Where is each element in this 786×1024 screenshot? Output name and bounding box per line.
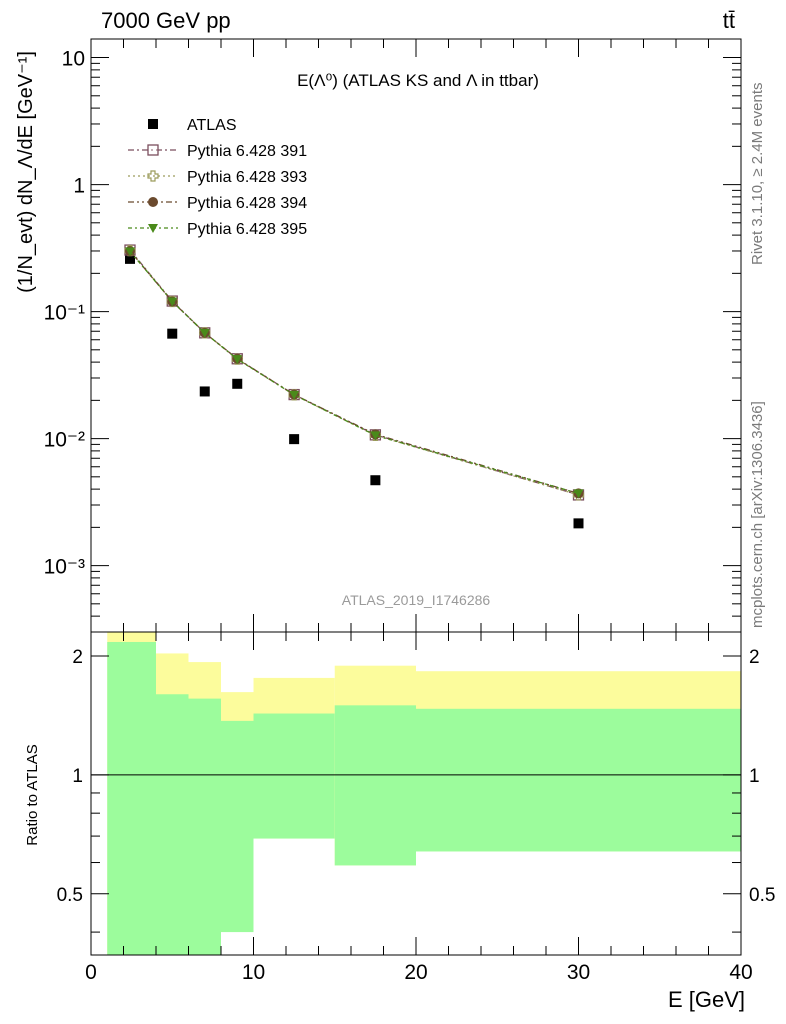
atlas-point [370,475,381,486]
legend-label: Pythia 6.428 394 [187,195,307,212]
series-2 [124,245,585,501]
green-band-5 [334,705,416,866]
series-0 [125,253,584,529]
atlas-point [289,434,300,445]
series-line [129,250,579,495]
series-1 [124,244,585,501]
series-4 [125,247,584,499]
side-label-lower: mcplots.cern.ch [arXiv:1306.3436] [749,401,766,628]
green-band-0 [107,641,156,955]
x-tick-label: 30 [567,961,590,984]
ratio-tick-label-left: 2 [72,647,83,668]
ratio-series-point [289,639,299,648]
green-band-3 [221,720,254,955]
legend-label: Pythia 6.428 393 [187,169,307,186]
legend-marker [148,197,158,207]
series-line [129,249,579,496]
uncertainty-bands [91,632,741,955]
side-label-upper: Rivet 3.1.10, ≥ 2.4M events [749,83,766,266]
ratio-series-point [370,637,380,647]
ratio-tick-label-right: 1 [749,766,760,787]
legend-label: ATLAS [187,117,237,134]
band-gap-3 [221,932,254,955]
x-axis-label: E [GeV] [668,987,745,1012]
x-tick-label: 10 [242,961,265,984]
atlas-point [199,386,210,397]
x-tick-label: 0 [85,961,97,984]
x-tick-label: 40 [729,961,752,984]
main-y-tick-label: 10⁻² [44,429,85,452]
series-point [199,328,210,338]
ratio-tick-label-right: 0.5 [749,885,775,906]
header-right: tt̄ [723,8,735,33]
series-line [129,250,579,495]
series-3 [125,245,584,499]
green-band-6 [416,708,741,852]
ratio-series-point [370,634,380,644]
ratio-y-axis-label: Ratio to ATLAS [24,744,41,845]
main-y-ticks: 10 1 10⁻¹ 10⁻² 10⁻³ [44,48,741,633]
ratio-y-ticks: 0.5 0.5 1 1 2 2 [57,647,775,933]
ratio-tick-label-left: 0.5 [57,885,83,906]
legend-label: Pythia 6.428 395 [187,221,307,238]
atlas-point [232,378,243,389]
ratio-tick-label-left: 1 [72,766,83,787]
series-point [370,431,381,441]
legend-marker [148,119,158,129]
ratio-series-point [289,637,299,647]
green-band-1 [156,694,189,955]
main-y-tick-label: 1 [73,175,85,198]
series-point [573,489,584,499]
ratio-series-point [370,636,380,646]
green-band-2 [188,698,221,955]
atlas-point [125,253,135,264]
legend-marker [148,224,158,233]
legend: ATLAS Pythia 6.428 391 Pythia 6.428 393 Pyt… [128,117,307,238]
watermark: ATLAS_2019_I1746286 [342,592,491,608]
legend-marker [147,170,159,182]
ratio-tick-label-right: 2 [749,647,760,668]
ratio-series-point [289,636,299,646]
x-ticks: 0 10 20 30 40 [85,39,753,984]
legend-label: Pythia 6.428 391 [187,143,307,160]
atlas-point [167,328,178,339]
main-y-tick-label: 10⁻³ [44,556,85,579]
series-line [129,250,579,496]
header-left: 7000 GeV pp [101,8,231,33]
main-y-tick-label: 10 [62,48,85,71]
ratio-series-point [289,635,299,645]
atlas-point [573,518,584,529]
main-y-tick-label: 10⁻¹ [44,302,85,325]
y-axis-label: (1/N_evt) dN_Λ/dE [GeV⁻¹] [15,51,37,293]
legend-marker [147,144,159,156]
series-point [232,355,243,365]
series-point [167,297,178,307]
ratio-series-point [370,640,380,649]
green-band-4 [253,713,335,839]
chart-title: E(Λ⁰) (ATLAS KS and Λ in ttbar) [297,71,539,90]
x-tick-label: 20 [404,961,427,984]
series-point [125,247,135,257]
series-point [289,390,300,400]
